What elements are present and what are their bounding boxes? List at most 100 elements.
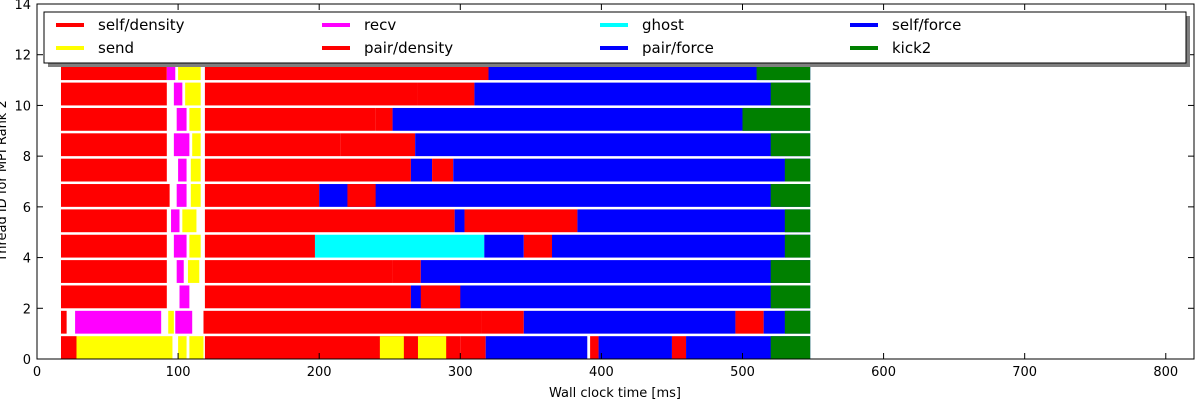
y-tick-label: 6 (23, 201, 31, 216)
legend-label: self/density (98, 16, 185, 34)
task-bar-thread-9-kick2 (742, 107, 811, 131)
task-bar-thread-0-send (189, 336, 204, 359)
x-axis-label: Wall clock time [ms] (549, 386, 681, 400)
task-bar-thread-9-pair-force (392, 107, 811, 131)
task-bar-thread-8-recv (173, 133, 190, 157)
task-bar-thread-3-self-density (60, 260, 167, 283)
task-bar-thread-4-kick2 (784, 234, 811, 258)
task-bar-thread-0-pair-force (485, 336, 588, 359)
task-bar-thread-1-pair-density (735, 310, 764, 334)
task-bar-thread-9-self-density (60, 107, 167, 131)
task-bar-thread-9-pair-density (375, 107, 393, 131)
task-bar-thread-4-self-density (204, 234, 315, 258)
y-axis-label: Thread ID for MPI Rank 2 (0, 100, 10, 262)
task-bars (60, 57, 811, 359)
task-bar-thread-3-self-density (204, 260, 393, 283)
y-tick-label: 10 (14, 99, 31, 114)
legend-label: self/force (892, 16, 961, 34)
task-bar-thread-0-kick2 (770, 336, 811, 359)
y-tick-label: 2 (23, 302, 31, 317)
task-bar-thread-11-recv (166, 57, 176, 81)
task-bar-thread-1-kick2 (784, 310, 811, 334)
task-bar-thread-1-self-density (203, 310, 482, 334)
x-tick-label: 0 (33, 365, 41, 380)
task-bar-thread-4-pair-density (523, 234, 553, 258)
task-bar-thread-0-send (417, 336, 447, 359)
x-tick-label: 100 (166, 365, 191, 380)
legend-label: pair/force (642, 39, 714, 57)
task-bar-thread-10-pair-density (417, 82, 475, 106)
x-tick-label: 800 (1153, 365, 1178, 380)
x-tick-label: 400 (589, 365, 614, 380)
task-bar-thread-10-recv (173, 82, 183, 106)
task-bar-thread-1-recv (75, 310, 162, 334)
task-bar-thread-2-pair-force (410, 285, 811, 309)
y-tick-label: 4 (23, 252, 31, 267)
task-bar-thread-3-pair-density (392, 260, 421, 283)
legend-box (43, 11, 1187, 64)
task-bar-thread-8-self-density (340, 133, 416, 157)
legend-label: kick2 (892, 39, 931, 57)
task-bar-thread-8-pair-force (415, 133, 811, 157)
task-bar-thread-10-send (185, 82, 201, 106)
axis-ticks: 0 100 200 300 400 500 600 700 800 0 2 4 6 8 10 12 14 (14, 0, 1194, 380)
task-bar-thread-8-self-density (60, 133, 167, 157)
task-bar-thread-8-send (192, 133, 201, 157)
legend: self/density send recv pair/density ghost pai… (43, 11, 1190, 67)
task-bar-thread-0-send (76, 336, 173, 359)
x-tick-label: 300 (448, 365, 473, 380)
y-tick-label: 8 (23, 150, 31, 165)
task-bar-thread-5-pair-force (577, 209, 811, 233)
task-bar-thread-3-recv (176, 260, 184, 283)
task-bar-thread-7-self-density (60, 158, 167, 182)
task-bar-thread-4-pair-force (552, 234, 811, 258)
task-bar-thread-3-pair-force (420, 260, 811, 283)
task-bar-thread-6-pair-force (319, 184, 811, 207)
task-bar-thread-7-send (190, 158, 201, 182)
task-bar-thread-0-self-density (460, 336, 486, 359)
task-bar-thread-0-send (379, 336, 404, 359)
task-bar-thread-9-recv (176, 107, 187, 131)
task-bar-thread-6-kick2 (770, 184, 811, 207)
task-bar-thread-5-self-density (60, 209, 167, 233)
task-bar-thread-0-self-density (60, 336, 77, 359)
legend-label: send (98, 39, 134, 57)
task-bar-thread-4-self-density (60, 234, 167, 258)
task-bar-thread-8-self-density (204, 133, 341, 157)
legend-label: pair/density (364, 39, 453, 57)
y-tick-label: 0 (23, 353, 31, 368)
task-bar-thread-7-pair-force (453, 158, 811, 182)
task-bar-thread-4-recv (173, 234, 187, 258)
task-bar-thread-1-send (168, 310, 174, 334)
task-bar-thread-5-send (182, 209, 197, 233)
task-bar-thread-4-ghost (314, 234, 485, 258)
task-bar-thread-1-recv (175, 310, 193, 334)
task-bar-thread-8-kick2 (770, 133, 811, 157)
task-bar-thread-6-self-density (60, 184, 170, 207)
task-bar-thread-0-pair-density (671, 336, 687, 359)
y-tick-label: 12 (14, 49, 31, 64)
task-bar-thread-6-self-density (204, 184, 320, 207)
task-bar-thread-4-pair-force (484, 234, 524, 258)
x-tick-label: 600 (871, 365, 896, 380)
task-bar-thread-9-send (189, 107, 201, 131)
x-tick-label: 700 (1012, 365, 1037, 380)
task-bar-thread-7-kick2 (784, 158, 811, 182)
task-bar-thread-0-pair-density (590, 336, 599, 359)
task-bar-thread-7-pair-density (432, 158, 454, 182)
task-bar-thread-7-recv (178, 158, 187, 182)
task-bar-thread-10-kick2 (770, 82, 811, 106)
task-bar-thread-2-pair-density (420, 285, 461, 309)
task-bar-thread-5-kick2 (784, 209, 811, 233)
task-bar-thread-0-send (178, 336, 187, 359)
task-bar-thread-0-pair-force (598, 336, 672, 359)
task-bar-thread-10-self-density (204, 82, 418, 106)
task-bar-thread-2-self-density (60, 285, 167, 309)
task-bar-thread-6-recv (176, 184, 187, 207)
task-bar-thread-4-send (189, 234, 201, 258)
task-bar-thread-5-pair-density (464, 209, 578, 233)
task-bar-thread-1-self-density (60, 310, 67, 334)
y-tick-label: 14 (14, 0, 31, 13)
task-bar-thread-2-kick2 (770, 285, 811, 309)
